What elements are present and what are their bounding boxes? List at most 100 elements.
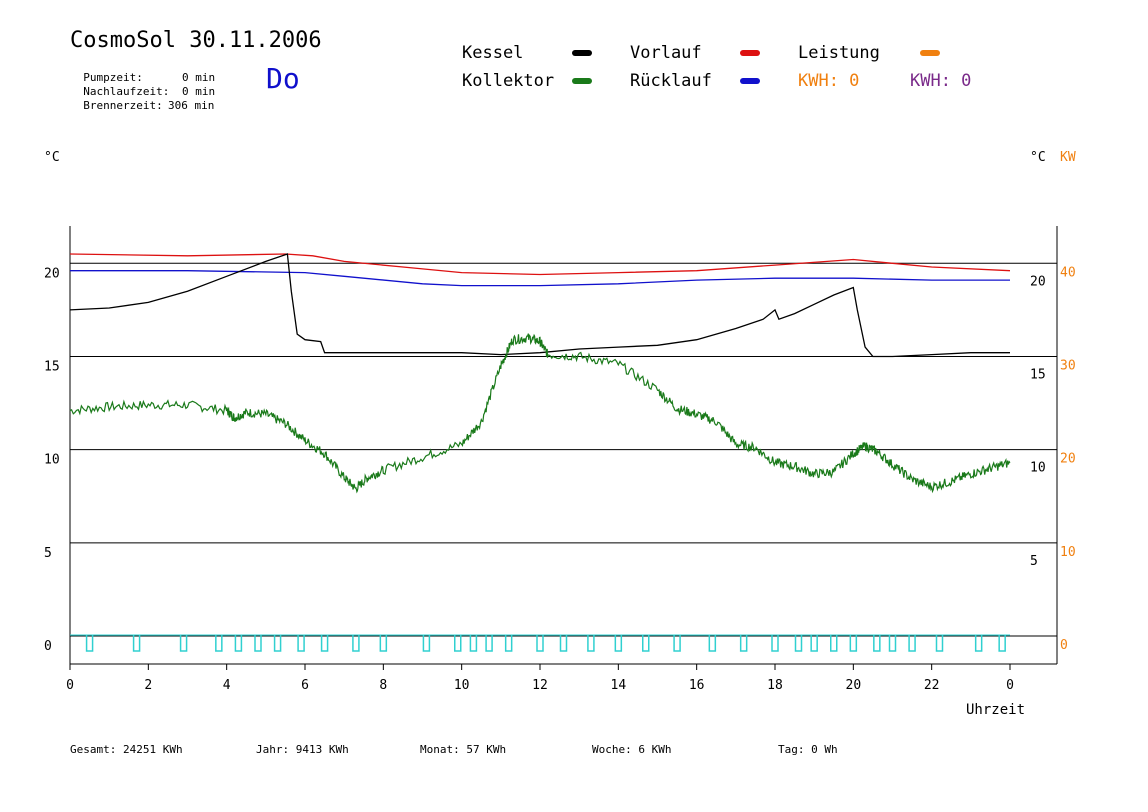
pump-pulse-29 bbox=[873, 635, 881, 652]
pump-pulse-6 bbox=[273, 635, 282, 652]
pump-pulse-34 bbox=[998, 635, 1006, 652]
pump-pulse-15 bbox=[504, 635, 513, 652]
brennerzeit-value: 306 min bbox=[168, 99, 215, 112]
legend-kwh-orange: KWH: 0 bbox=[798, 71, 860, 91]
x-tick-label-7: 14 bbox=[611, 678, 627, 693]
x-axis-label: Uhrzeit bbox=[966, 702, 1026, 718]
nachlaufzeit-value: 0 min bbox=[182, 85, 216, 98]
right-axis-unit-kw: KW bbox=[1060, 150, 1076, 165]
total-woche-value: 6 KWh bbox=[638, 743, 672, 756]
pump-pulse-5 bbox=[254, 635, 262, 652]
pump-pulse-14 bbox=[485, 635, 493, 652]
x-tick-label-0: 0 bbox=[66, 678, 74, 693]
pump-pulse-18 bbox=[587, 635, 595, 652]
legend-kessel-swatch bbox=[572, 50, 592, 56]
x-tick-label-4: 8 bbox=[379, 678, 387, 693]
x-tick-label-6: 12 bbox=[532, 678, 548, 693]
legend-leistung: Leistung bbox=[798, 43, 880, 63]
left-tick-label-5: 5 bbox=[44, 546, 52, 561]
left-tick-label-10: 10 bbox=[44, 453, 60, 468]
total-jahr: Jahr: 9413 KWh bbox=[256, 743, 349, 756]
pump-pulse-30 bbox=[888, 635, 897, 652]
right-tick-label-c-15: 15 bbox=[1030, 367, 1046, 382]
right-axis-unit-c: °C bbox=[1030, 150, 1046, 165]
pump-pulse-19 bbox=[614, 635, 623, 652]
nachlaufzeit-label: Nachlaufzeit: bbox=[83, 85, 170, 98]
pump-pulse-3 bbox=[215, 635, 223, 652]
brennerzeit-label: Brennerzeit: bbox=[83, 99, 163, 112]
total-gesamt: Gesamt: 24251 KWh bbox=[70, 743, 183, 756]
pump-pulse-33 bbox=[974, 635, 983, 652]
legend-ruecklauf-swatch bbox=[740, 78, 760, 84]
left-tick-label-20: 20 bbox=[44, 266, 60, 281]
total-jahr-value: 9413 KWh bbox=[295, 743, 349, 756]
pump-pulse-2 bbox=[179, 635, 188, 652]
legend-kwh-purple: KWH: 0 bbox=[910, 71, 972, 91]
pump-pulse-28 bbox=[849, 635, 858, 652]
right-tick-label-c-5: 5 bbox=[1030, 554, 1038, 569]
left-tick-label-0: 0 bbox=[44, 639, 52, 654]
x-tick-label-10: 20 bbox=[846, 678, 862, 693]
x-tick-label-8: 16 bbox=[689, 678, 705, 693]
series-kollektor bbox=[69, 333, 1011, 494]
pump-pulse-31 bbox=[908, 635, 916, 652]
total-tag: Tag: 0 Wh bbox=[778, 743, 838, 756]
chart-title: CosmoSol 30.11.2006 bbox=[70, 28, 322, 53]
legend-vorlauf-swatch bbox=[740, 50, 760, 56]
x-tick-label-5: 10 bbox=[454, 678, 470, 693]
pump-pulse-20 bbox=[642, 635, 650, 652]
pump-pulse-23 bbox=[739, 635, 748, 652]
pump-pulse-8 bbox=[320, 635, 329, 652]
legend-leistung-swatch bbox=[920, 50, 940, 56]
series-vorlauf bbox=[69, 253, 1011, 276]
total-woche: Woche: 6 KWh bbox=[592, 743, 672, 756]
pump-pulse-12 bbox=[454, 635, 462, 652]
right-tick-label-kw-30: 30 bbox=[1060, 358, 1076, 373]
pump-pulse-25 bbox=[794, 635, 803, 652]
total-monat-label: Monat: bbox=[420, 743, 460, 756]
pump-pulse-9 bbox=[352, 635, 360, 652]
total-tag-value: 0 Wh bbox=[811, 743, 838, 756]
pump-pulse-17 bbox=[559, 635, 568, 652]
right-tick-label-kw-40: 40 bbox=[1060, 265, 1076, 280]
pump-pulse-32 bbox=[935, 635, 944, 652]
pump-pulse-13 bbox=[469, 635, 478, 652]
pump-pulse-26 bbox=[810, 635, 818, 652]
x-tick-label-11: 22 bbox=[924, 678, 940, 693]
legend-ruecklauf: Rücklauf bbox=[630, 71, 712, 91]
series-kessel bbox=[69, 253, 1010, 358]
right-tick-label-c-10: 10 bbox=[1030, 461, 1046, 476]
pump-pulse-1 bbox=[132, 635, 141, 652]
pump-pulse-22 bbox=[708, 635, 717, 652]
right-tick-label-kw-20: 20 bbox=[1060, 452, 1076, 467]
legend-kessel: Kessel bbox=[462, 43, 524, 63]
x-tick-label-1: 2 bbox=[144, 678, 152, 693]
pump-pulse-24 bbox=[771, 635, 779, 652]
x-tick-label-9: 18 bbox=[767, 678, 783, 693]
x-tick-label-12: 0 bbox=[1006, 678, 1014, 693]
legend-kollektor-swatch bbox=[572, 78, 592, 84]
pump-pulse-0 bbox=[85, 635, 94, 652]
legend-vorlauf: Vorlauf bbox=[630, 43, 702, 63]
right-tick-label-kw-0: 0 bbox=[1060, 638, 1068, 653]
pump-pulse-16 bbox=[536, 635, 544, 652]
brennerzeit-row: Brennerzeit: 306 min bbox=[70, 86, 214, 112]
weekday-label: Do bbox=[266, 62, 300, 95]
pumpzeit-value: 0 min bbox=[182, 71, 216, 84]
pump-pulse-7 bbox=[297, 635, 305, 652]
total-monat: Monat: 57 KWh bbox=[420, 743, 506, 756]
left-tick-label-15: 15 bbox=[44, 359, 60, 374]
pump-pulse-4 bbox=[234, 635, 243, 652]
pump-pulse-27 bbox=[830, 635, 838, 652]
pumpzeit-row: Pumpzeit: 0 min bbox=[70, 58, 215, 84]
total-gesamt-value: 24251 KWh bbox=[122, 743, 183, 756]
left-axis-unit: °C bbox=[44, 150, 60, 165]
right-tick-label-kw-10: 10 bbox=[1060, 545, 1076, 560]
pump-pulse-11 bbox=[422, 635, 431, 652]
pump-pulse-10 bbox=[379, 635, 388, 652]
total-woche-label: Woche: bbox=[592, 743, 632, 756]
total-monat-value: 57 KWh bbox=[466, 743, 507, 756]
x-tick-label-2: 4 bbox=[223, 678, 231, 693]
total-tag-label: Tag: bbox=[778, 743, 805, 756]
